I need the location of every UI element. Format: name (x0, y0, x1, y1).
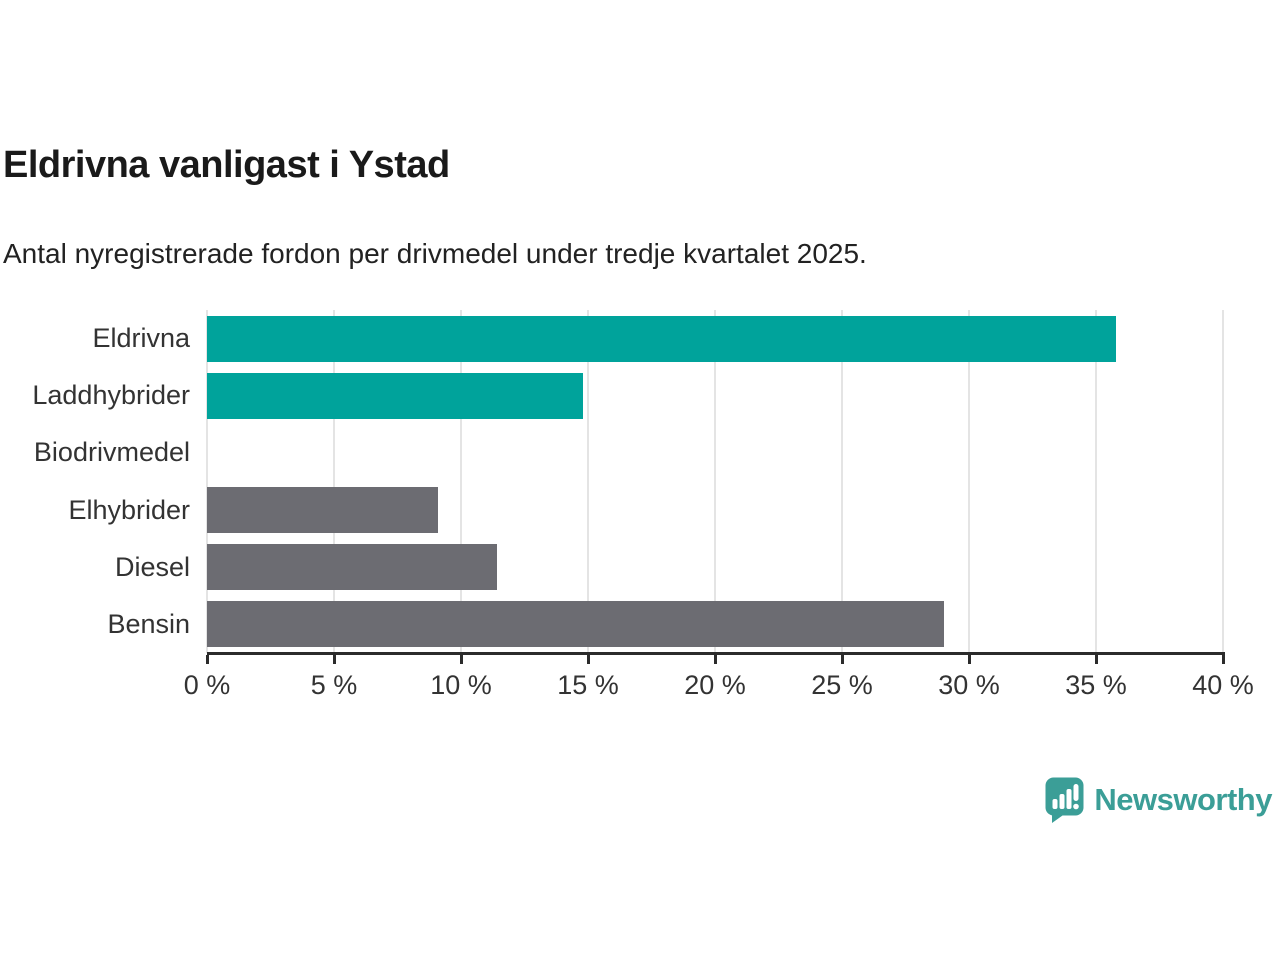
newsworthy-logo: Newsworthy (1044, 775, 1272, 825)
x-axis-tick-label: 5 % (310, 670, 358, 700)
gridline (206, 310, 208, 653)
newsworthy-bubble-chart-icon (1045, 777, 1084, 823)
gridline (714, 310, 716, 653)
gridline (1222, 310, 1224, 653)
x-axis-tick (967, 655, 971, 664)
category-label: Bensin (107, 608, 190, 639)
gridline (460, 310, 462, 653)
newsworthy-wordmark: Newsworthy (1094, 782, 1272, 817)
x-axis-tick-label: 35 % (1065, 670, 1127, 700)
category-label: Laddhybrider (32, 380, 190, 411)
x-axis-tick (332, 655, 336, 664)
x-axis-tick-label: 25 % (811, 670, 873, 700)
x-axis-tick (1221, 655, 1225, 664)
x-axis-tick-label: 40 % (1192, 670, 1254, 700)
gridline (587, 310, 589, 653)
category-label: Biodrivmedel (33, 437, 190, 468)
x-axis-tick-label: 0 % (183, 670, 231, 700)
gridline (841, 310, 843, 653)
bar-diesel (207, 544, 497, 591)
x-axis-tick (586, 655, 590, 664)
gridline (1095, 310, 1097, 653)
x-axis-tick-label: 15 % (557, 670, 619, 700)
x-axis-line (207, 652, 1225, 655)
bar-elhybrider (207, 487, 439, 534)
x-axis-tick-label: 30 % (938, 670, 1000, 700)
bar-laddhybrider (207, 372, 583, 419)
x-axis-tick (840, 655, 844, 664)
x-axis-tick (1094, 655, 1098, 664)
chart-subtitle: Antal nyregistrerade fordon per drivmede… (3, 238, 867, 269)
bar-bensin (207, 601, 944, 648)
gridline (968, 310, 970, 653)
x-axis-tick-label: 20 % (684, 670, 746, 700)
x-axis-tick (459, 655, 463, 664)
category-label: Elhybrider (68, 494, 190, 525)
gridline (333, 310, 335, 653)
bar-eldrivna (207, 315, 1117, 362)
x-axis-tick-label: 10 % (430, 670, 492, 700)
category-label: Eldrivna (92, 323, 190, 354)
category-label: Diesel (114, 551, 190, 582)
x-axis-tick (713, 655, 717, 664)
page-title: Eldrivna vanligast i Ystad (3, 144, 450, 186)
x-axis-tick (205, 655, 209, 664)
